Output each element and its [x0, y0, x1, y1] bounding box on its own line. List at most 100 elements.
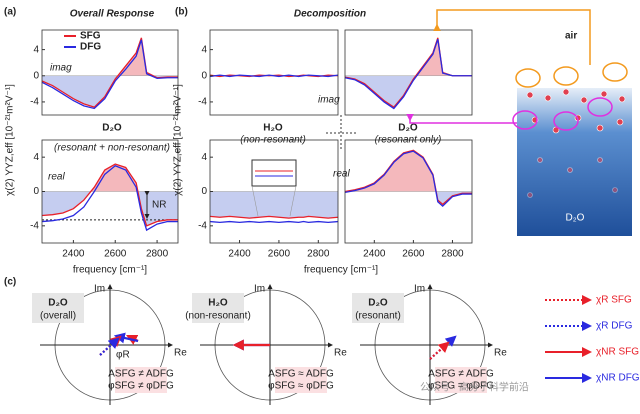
- panel-label: (a): [4, 7, 16, 18]
- y-axis-label: χ(2) YYZ,eff [10⁻²¹m²V⁻¹]: [173, 84, 184, 196]
- species-label: D₂O: [398, 123, 418, 134]
- panel-label: (c): [4, 277, 16, 288]
- relation-amp: ASFG ≠ ADFG: [108, 369, 174, 380]
- relation-phase: φSFG ≠ φDFG: [108, 381, 174, 392]
- relation-box: [115, 367, 167, 393]
- positive-fill: [345, 37, 472, 76]
- legend-label: SFG: [80, 31, 101, 42]
- series-line: [41, 163, 178, 227]
- series-line: [344, 37, 472, 109]
- positive-fill: [42, 37, 178, 76]
- positive-fill: [42, 164, 178, 192]
- air-label: air: [565, 31, 577, 42]
- axis-label: Re: [494, 348, 507, 359]
- species-box: [352, 293, 404, 323]
- axis-label: Im: [94, 284, 105, 295]
- species-label: H₂O: [263, 123, 283, 134]
- plot-frame: [209, 29, 339, 116]
- y-tick-label: 0: [33, 70, 39, 81]
- species-note: (overall): [40, 311, 76, 322]
- molecules: [526, 88, 626, 198]
- panel-title: Decomposition: [294, 9, 366, 20]
- zoom-guide: [251, 185, 259, 217]
- y-tick-label: 4: [33, 152, 39, 163]
- negative-fill: [210, 191, 338, 219]
- inner-label: real: [48, 172, 65, 183]
- orange-circles: [515, 62, 628, 88]
- legend-label: χR DFG: [596, 321, 633, 332]
- legend-label: χNR DFG: [596, 373, 640, 384]
- relation-amp: ASFG ≈ ADFG: [268, 369, 334, 380]
- x-tick-label: 2800: [441, 249, 464, 260]
- series-line: [41, 165, 178, 232]
- species-note: (non-resonant): [240, 135, 306, 146]
- relation-phase: φSFG ≈ φDFG: [268, 381, 334, 392]
- species-label: H₂O: [208, 298, 228, 309]
- plot-frame: [344, 29, 473, 116]
- y-tick-label: 0: [201, 186, 207, 197]
- y-tick-label: -4: [198, 220, 207, 231]
- vector-arrow: [99, 337, 120, 356]
- species-note: (resonant): [355, 311, 401, 322]
- species-box: [32, 293, 84, 323]
- vector-legend: χR SFG χR DFG χNR SFG χNR DFG: [545, 295, 640, 384]
- magenta-circles: [512, 97, 613, 131]
- y-tick-label: 0: [201, 70, 207, 81]
- series-line: [209, 220, 339, 224]
- plots: -4 0 4 -4 0 4 2400 2600 2800 -4 0 4 -4 0 4 2400 2600 2800…: [30, 29, 473, 260]
- y-tick-label: -4: [30, 220, 39, 231]
- watermark: 公众号 · 高分子科学前沿: [420, 381, 529, 394]
- angle-label: φR: [116, 350, 130, 361]
- vector-arrow: [429, 341, 450, 360]
- species-note: (resonant only): [375, 135, 442, 146]
- relation-box: [275, 367, 327, 393]
- y-tick-label: 4: [201, 44, 207, 55]
- axis-label: Re: [334, 348, 347, 359]
- negative-fill: [345, 75, 416, 108]
- zoom-guide: [289, 185, 297, 217]
- inner-label: imag: [50, 63, 72, 74]
- x-axis-label: frequency [cm⁻¹]: [304, 265, 378, 276]
- series-line: [41, 37, 178, 108]
- species-note: (resonant + non-resonant): [54, 143, 170, 154]
- nr-label: NR: [152, 200, 166, 211]
- series-line: [344, 38, 472, 110]
- legend-label: DFG: [80, 42, 101, 53]
- legend-label: χNR SFG: [596, 347, 639, 358]
- species-label: D₂O: [102, 123, 122, 134]
- x-tick-label: 2600: [104, 249, 127, 260]
- y-tick-label: 4: [201, 152, 207, 163]
- y-tick-label: 4: [33, 44, 39, 55]
- panel-title: Overall Response: [70, 9, 155, 20]
- water-slab: [517, 88, 632, 236]
- plot-frame: [41, 29, 179, 116]
- x-tick-label: 2800: [146, 249, 169, 260]
- series-line: [41, 39, 178, 110]
- x-tick-label: 2600: [268, 249, 291, 260]
- series-line: [344, 149, 472, 206]
- relation-box: [435, 367, 487, 393]
- x-axis-label: frequency [cm⁻¹]: [73, 265, 147, 276]
- legend-label: χR SFG: [596, 295, 632, 306]
- relation-phase: φSFG = φDFG: [428, 381, 494, 392]
- species-label: D₂O: [48, 298, 68, 309]
- axis-label: Im: [414, 284, 425, 295]
- orange-connector: [433, 9, 591, 65]
- inner-label: imag: [318, 95, 340, 106]
- series-line: [209, 74, 339, 78]
- y-tick-label: -4: [30, 97, 39, 108]
- bulk-label: D₂O: [566, 213, 585, 224]
- inner-label: real: [333, 169, 350, 180]
- panel-label: (b): [175, 7, 188, 18]
- series-line: [209, 215, 339, 219]
- negative-fill: [345, 191, 472, 205]
- x-tick-label: 2400: [363, 249, 386, 260]
- axis-label: Im: [254, 284, 265, 295]
- y-tick-label: -4: [198, 97, 207, 108]
- species-box: [192, 293, 244, 323]
- axis-label: Re: [174, 348, 187, 359]
- x-tick-label: 2400: [62, 249, 85, 260]
- x-tick-label: 2400: [228, 249, 251, 260]
- species-label: D₂O: [368, 298, 388, 309]
